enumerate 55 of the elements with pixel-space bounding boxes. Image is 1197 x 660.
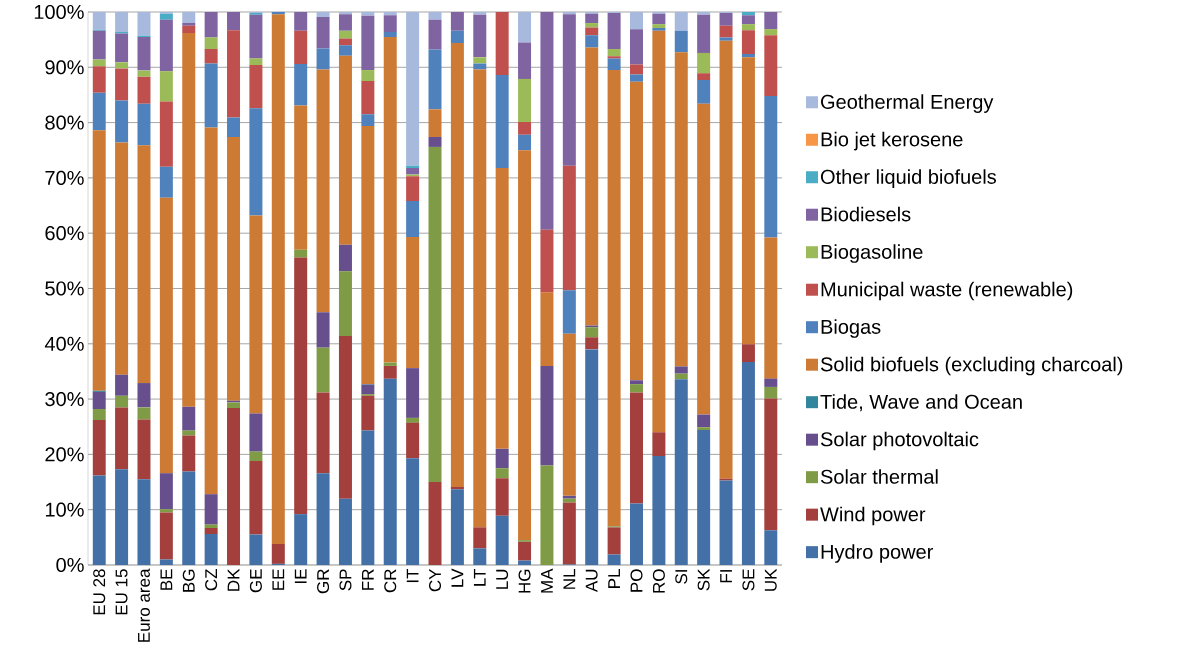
y-tick-label: 0% (56, 557, 84, 573)
x-tick-label: DK (227, 568, 240, 591)
x-tick-label: FR (361, 569, 374, 590)
y-tick-label: 50% (45, 281, 84, 296)
x-tick-label: UK (764, 568, 777, 591)
x-tick-label: LT (473, 568, 486, 586)
x-tick-label: LU (496, 569, 509, 589)
x-tick-label: LV (451, 568, 464, 587)
legend-label: Other liquid biofuels (820, 169, 997, 188)
y-tick-label: 40% (44, 336, 84, 351)
legend-label: Wind power (820, 506, 926, 526)
x-tick-label: SP (339, 569, 352, 591)
y-tick-label: 60% (45, 226, 84, 241)
x-tick-label: FI (720, 570, 732, 583)
x-tick-label: AU (585, 569, 598, 593)
legend-label: Solar thermal (820, 469, 938, 484)
legend-label: Biodiesels (821, 206, 911, 222)
y-tick-label: 100% (34, 4, 84, 20)
y-tick-label: 90% (45, 60, 84, 75)
x-tick-label: SK (697, 568, 710, 591)
x-tick-label: BE (160, 569, 173, 590)
x-tick-label: SE (742, 569, 755, 591)
legend-label: Municipal waste (renewable) (821, 281, 1073, 301)
y-tick-label: 70% (45, 170, 84, 185)
x-tick-label: HG (518, 569, 531, 593)
x-tick-label: CR (384, 569, 397, 593)
x-tick-label: SI (675, 570, 688, 584)
legend-label: Tide, Wave and Ocean (820, 394, 1022, 412)
x-tick-label: CY (428, 568, 442, 592)
legend-label: Solar photovoltaic (820, 431, 979, 451)
x-tick-label: EE (272, 569, 285, 590)
x-tick-label: GR (317, 569, 330, 594)
x-tick-label: Euro area (138, 568, 150, 642)
x-tick-label: PO (630, 569, 643, 592)
legend-label: Hydro power (821, 544, 934, 563)
y-tick-label: 20% (45, 447, 84, 462)
x-tick-label: IT (406, 568, 419, 583)
legend-label: Geothermal Energy (821, 94, 994, 113)
legend-label: Bio jet kerosene (821, 131, 963, 151)
x-tick-label: BG (182, 569, 195, 592)
legend-label: Solid biofuels (excluding charcoal) (820, 356, 1123, 376)
legend-label: Biogas (821, 319, 881, 338)
x-tick-label: EU 28 (93, 569, 106, 615)
x-tick-label: NL (563, 569, 576, 589)
x-tick-label: IE (294, 569, 307, 584)
x-tick-label: RO (652, 569, 665, 593)
x-tick-label: GE (249, 569, 262, 593)
y-tick-label: 10% (45, 502, 84, 517)
x-tick-label: MA (541, 568, 553, 593)
y-tick-label: 30% (45, 392, 84, 407)
x-tick-label: PL (608, 569, 620, 588)
x-tick-label: EU 15 (115, 569, 128, 615)
x-tick-label: CZ (205, 569, 218, 591)
y-tick-label: 80% (45, 115, 84, 130)
legend-label: Biogasoline (821, 244, 923, 263)
